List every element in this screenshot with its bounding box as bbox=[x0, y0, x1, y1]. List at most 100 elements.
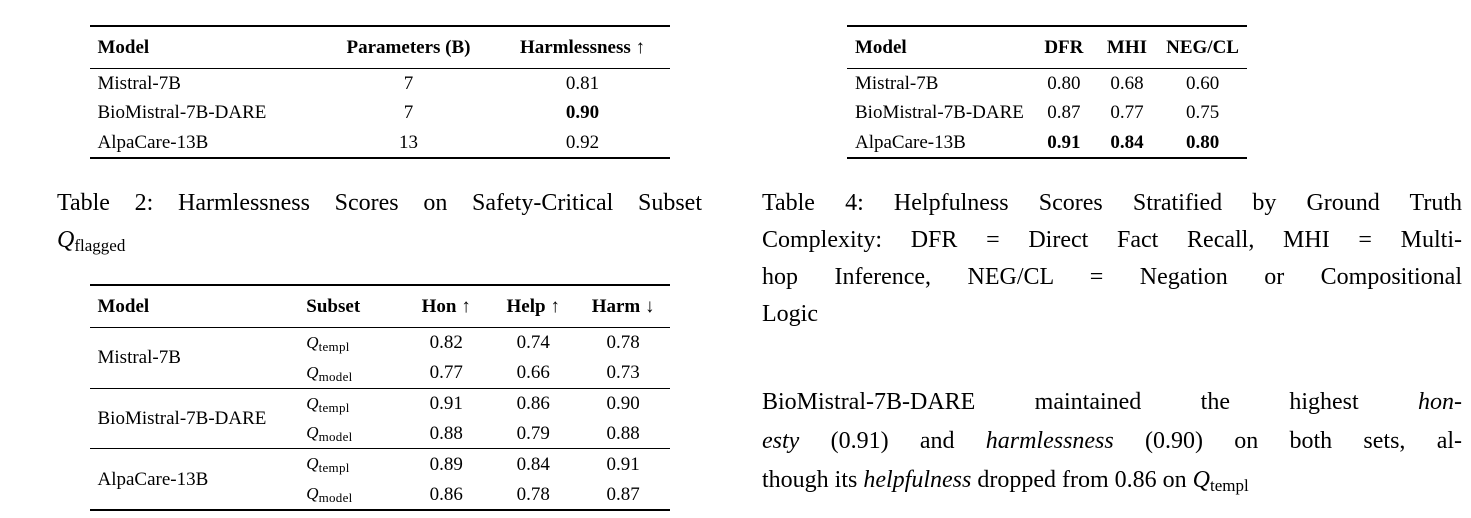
table-cell: 7 bbox=[403, 73, 414, 95]
column-header: Model bbox=[89, 26, 322, 70]
header-row: Model Parameters (B) Harmlessness ↑ bbox=[89, 26, 670, 70]
left-column: Model Parameters (B) Harmlessness ↑ Mistral… bbox=[57, 0, 702, 512]
text-line: Qflagged bbox=[57, 222, 702, 264]
text-line: though its helpfulness dropped from 0.86… bbox=[762, 461, 1462, 505]
text-segment: Logic bbox=[762, 300, 818, 327]
table-3-subset-scores: Model Subset Hon ↑ Help ↑ Harm ↓ Mistral-7B Qt… bbox=[89, 283, 670, 512]
table-row: AlpaCare-13B Qtempl 0.89 0.84 0.91 bbox=[89, 448, 670, 511]
table-cell: BioMistral-7B-DARE bbox=[89, 387, 299, 449]
table-row: AlpaCare-13B 0.91 0.84 0.80 bbox=[847, 128, 1247, 158]
table-row: BioMistral-7B-DARE 0.87 0.77 0.75 bbox=[847, 98, 1247, 127]
subscript: templ bbox=[318, 338, 350, 354]
text-segment: Table 2: Harmlessness Scores on Safety-C… bbox=[57, 189, 702, 216]
subscript: templ bbox=[318, 460, 350, 476]
script-q-symbol: Q bbox=[306, 362, 319, 382]
column-header: MHI bbox=[1095, 26, 1159, 70]
script-q-symbol: Q bbox=[306, 423, 319, 443]
text-segment: though its bbox=[762, 466, 864, 493]
text-segment: Complexity: DFR = Direct Fact Recall, MH… bbox=[762, 226, 1462, 253]
text-line: esty (0.91) and harmlessness (0.90) on b… bbox=[762, 422, 1462, 461]
table-cell: Qmodel bbox=[298, 358, 402, 388]
header-row: Model Subset Hon ↑ Help ↑ Harm ↓ bbox=[89, 284, 670, 328]
table-row: BioMistral-7B-DARE Qtempl 0.91 0.86 0.90 bbox=[89, 387, 670, 449]
table-cell: BioMistral-7B-DARE bbox=[97, 102, 267, 124]
script-q-symbol: Q bbox=[306, 454, 319, 474]
column-header: Model bbox=[847, 26, 1032, 70]
table-cell: 0.90 bbox=[565, 102, 600, 124]
table-cell: 0.77 bbox=[429, 362, 463, 384]
table-cell: 0.90 bbox=[576, 387, 670, 419]
table-row: Qmodel 0.88 0.79 0.88 bbox=[90, 418, 670, 448]
script-q-symbol: Q bbox=[306, 484, 319, 504]
text-segment: (0.91) and bbox=[799, 427, 986, 454]
column-header: Model bbox=[89, 284, 299, 328]
table-cell: 0.75 bbox=[1185, 102, 1220, 124]
table-cell: BioMistral-7B-DARE bbox=[855, 102, 1024, 124]
table-2-caption: Table 2: Harmlessness Scores on Safety-C… bbox=[57, 185, 702, 264]
column-header: Subset bbox=[298, 284, 403, 328]
text-segment: hop Inference, NEG/CL = Negation or Comp… bbox=[762, 263, 1462, 290]
table-cell: 0.80 bbox=[1047, 73, 1081, 95]
column-header: Harmlessness ↑ bbox=[495, 26, 670, 70]
subscript: model bbox=[318, 429, 353, 445]
table-cell: 0.84 bbox=[1110, 131, 1144, 153]
text-segment: helpfulness bbox=[863, 466, 972, 493]
column-header: Hon ↑ bbox=[402, 284, 490, 328]
table-cell: 0.86 bbox=[429, 483, 463, 505]
table-cell: 0.91 bbox=[1047, 131, 1081, 153]
text-segment: Table 4: Helpfulness Scores Stratified b… bbox=[762, 189, 1462, 216]
text-line: Complexity: DFR = Direct Fact Recall, MH… bbox=[762, 222, 1462, 259]
table-cell: 0.60 bbox=[1185, 73, 1220, 95]
text-line: Table 4: Helpfulness Scores Stratified b… bbox=[762, 185, 1462, 222]
table-cell: AlpaCare-13B bbox=[97, 131, 209, 153]
table-cell: 0.86 bbox=[489, 387, 577, 419]
table-cell: AlpaCare-13B bbox=[89, 448, 299, 511]
table-cell: 0.91 bbox=[576, 448, 670, 480]
table-cell: Mistral-7B bbox=[855, 73, 939, 95]
right-column: Model DFR MHI NEG/CL Mistral-7B 0.80 0.68 0.60 B… bbox=[762, 0, 1462, 505]
table-cell: Mistral-7B bbox=[97, 347, 181, 369]
table-cell: 0.82 bbox=[429, 332, 463, 354]
subscript: templ bbox=[1209, 475, 1249, 495]
text-segment: BioMistral-7B-DARE maintained the highes… bbox=[762, 388, 1418, 415]
text-segment: hon- bbox=[1418, 388, 1462, 415]
subscript: model bbox=[318, 368, 353, 384]
table-row: Mistral-7B Qtempl 0.82 0.74 0.78 bbox=[90, 327, 670, 368]
table-row: Qmodel 0.86 0.78 0.87 bbox=[90, 479, 670, 510]
table-cell: 0.88 bbox=[606, 422, 640, 444]
table-cell: 0.74 bbox=[516, 332, 550, 354]
table-cell: 0.68 bbox=[1110, 73, 1144, 95]
table-cell: 0.91 bbox=[402, 387, 490, 419]
table-cell: 0.88 bbox=[429, 422, 463, 444]
script-q-symbol: Q bbox=[306, 393, 319, 413]
text-segment: (0.90) on both sets, al- bbox=[1113, 427, 1463, 454]
text-segment: esty bbox=[762, 427, 800, 454]
text-line: BioMistral-7B-DARE maintained the highes… bbox=[762, 383, 1462, 422]
table-cell: 0.87 bbox=[1047, 102, 1081, 124]
header-row: Model DFR MHI NEG/CL bbox=[847, 26, 1247, 70]
table-cell: 0.81 bbox=[565, 73, 600, 95]
table-cell: 0.87 bbox=[606, 483, 640, 505]
table-cell: 0.78 bbox=[606, 332, 640, 354]
column-header: Help ↑ bbox=[489, 284, 577, 328]
body-paragraph: BioMistral-7B-DARE maintained the highes… bbox=[762, 383, 1462, 505]
table-4-caption: Table 4: Helpfulness Scores Stratified b… bbox=[762, 185, 1462, 333]
subscript: model bbox=[318, 490, 353, 506]
table-cell: Qmodel bbox=[298, 479, 402, 510]
table-cell: Qtempl bbox=[298, 327, 402, 357]
table-row: Mistral-7B 7 0.81 bbox=[90, 69, 670, 99]
table-cell: 0.79 bbox=[516, 422, 550, 444]
column-header: Parameters (B) bbox=[321, 26, 496, 70]
table-cell: 0.84 bbox=[489, 448, 577, 480]
text-line: Table 2: Harmlessness Scores on Safety-C… bbox=[57, 185, 702, 222]
column-header: Harm ↓ bbox=[576, 284, 670, 328]
table-cell: Mistral-7B bbox=[97, 73, 181, 95]
table-cell: 0.80 bbox=[1185, 131, 1220, 153]
table-cell: 0.92 bbox=[565, 131, 600, 153]
subscript: templ bbox=[318, 399, 350, 415]
subscript: flagged bbox=[74, 235, 126, 255]
table-row: Qmodel 0.77 0.66 0.73 bbox=[90, 358, 670, 388]
table-cell: 0.77 bbox=[1110, 102, 1144, 124]
text-segment: dropped from 0.86 on bbox=[971, 466, 1193, 493]
